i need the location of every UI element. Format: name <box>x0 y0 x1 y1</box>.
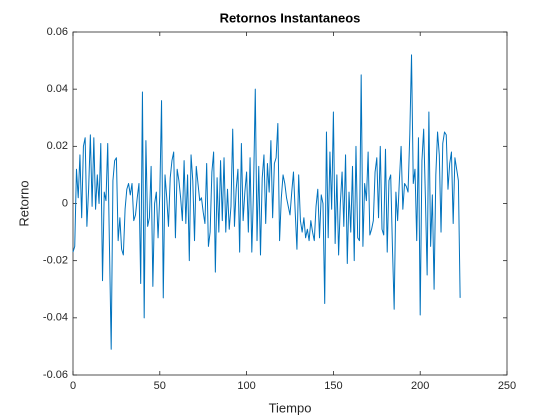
y-tick-label: 0.04 <box>47 83 68 95</box>
x-tick-label: 100 <box>237 380 255 392</box>
y-tick-label: 0.02 <box>47 140 68 152</box>
y-tick-label: 0 <box>62 197 68 209</box>
x-tick-label: 50 <box>154 380 166 392</box>
y-tick-label: -0.02 <box>43 255 68 267</box>
y-tick-label: -0.04 <box>43 312 68 324</box>
y-tick-label: 0.06 <box>47 26 68 38</box>
y-axis-title: Retorno <box>16 180 31 226</box>
x-tick-label: 200 <box>411 380 429 392</box>
chart-title: Retornos Instantaneos <box>220 10 361 25</box>
y-tick-label: -0.06 <box>43 369 68 381</box>
x-axis-title: Tiempo <box>269 400 312 415</box>
line <box>72 54 461 350</box>
x-tick-label: 150 <box>324 380 342 392</box>
x-tick-label: 250 <box>498 380 516 392</box>
x-tick-label: 0 <box>70 380 76 392</box>
